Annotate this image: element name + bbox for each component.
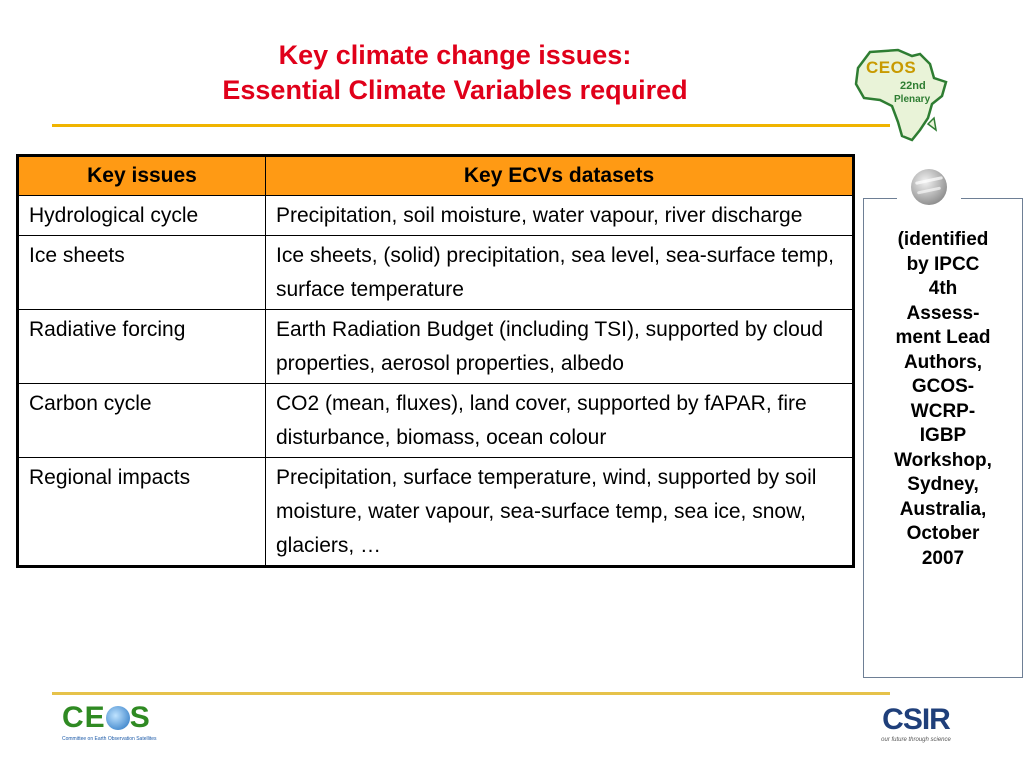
issue-cell: Regional impacts <box>17 457 266 567</box>
note-line: Sydney, <box>907 474 979 495</box>
ceos-logo: CE S Committee on Earth Observation Satel… <box>62 702 158 752</box>
note-line: WCRP- <box>910 400 976 422</box>
plenary-number: 22nd <box>900 80 926 92</box>
note-line: IGBP <box>919 425 967 446</box>
ceos-wordmark: CE S <box>62 702 158 734</box>
ecvs-cell: Precipitation, soil moisture, water vapo… <box>265 195 854 236</box>
slide-title: Key climate change issues: Essential Cli… <box>0 38 910 108</box>
table-row: Hydrological cycle Precipitation, soil m… <box>17 195 854 236</box>
title-line-2: Essential Climate Variables required <box>222 75 688 105</box>
ecvs-cell: Ice sheets, (solid) precipitation, sea l… <box>265 235 854 310</box>
note-line: 2007 <box>921 547 965 569</box>
note-line: 4th <box>928 278 958 299</box>
table-row: Regional impacts Precipitation, surface … <box>17 457 854 567</box>
issue-cell: Carbon cycle <box>17 383 266 458</box>
note-line: GCOS- <box>911 376 975 397</box>
note-line: (identified <box>897 229 989 250</box>
csir-tagline: our future through science <box>881 737 951 743</box>
ceos-22nd-plenary-logo: CEOS 22nd Plenary <box>850 44 950 144</box>
csir-logo: CSIR our future through science <box>880 703 952 753</box>
ecv-table: Key issues Key ECVs datasets Hydrologica… <box>16 154 855 568</box>
plenary-label: Plenary <box>894 94 931 105</box>
note-line: Authors, <box>903 351 983 373</box>
note-line: Workshop, <box>894 449 992 471</box>
table-header-row: Key issues Key ECVs datasets <box>17 155 854 196</box>
source-note-text: (identified by IPCC 4th Assess- ment Lea… <box>864 228 1022 571</box>
note-line: by IPCC <box>906 253 980 275</box>
table-row: Radiative forcing Earth Radiation Budget… <box>17 309 854 384</box>
csir-wordmark: CSIR <box>882 703 951 736</box>
ceos-subtitle: Committee on Earth Observation Satellite… <box>62 736 157 742</box>
note-line: October <box>906 523 980 544</box>
note-line: ment Lead <box>895 327 991 348</box>
africa-map-icon <box>854 48 948 142</box>
ecvs-cell: CO2 (mean, fluxes), land cover, supporte… <box>265 383 854 458</box>
globe-icon <box>911 169 947 205</box>
title-line-1: Key climate change issues: <box>278 40 632 70</box>
earth-globe-icon <box>105 706 130 730</box>
table-row: Ice sheets Ice sheets, (solid) precipita… <box>17 235 854 310</box>
issue-cell: Ice sheets <box>17 235 266 310</box>
issue-cell: Radiative forcing <box>17 309 266 384</box>
header-key-issues: Key issues <box>17 155 266 196</box>
plenary-ceos-text: CEOS <box>866 58 917 77</box>
issue-cell: Hydrological cycle <box>17 195 266 236</box>
table-row: Carbon cycle CO2 (mean, fluxes), land co… <box>17 383 854 458</box>
top-divider <box>52 124 890 127</box>
header-key-ecvs: Key ECVs datasets <box>265 155 854 196</box>
note-line: Australia, <box>899 498 987 520</box>
ecvs-cell: Earth Radiation Budget (including TSI), … <box>265 309 854 384</box>
ceos-wordmark-left: CE <box>62 701 106 734</box>
source-note-box: (identified by IPCC 4th Assess- ment Lea… <box>863 198 1023 678</box>
ecvs-cell: Precipitation, surface temperature, wind… <box>265 457 854 567</box>
ceos-wordmark-right: S <box>129 701 151 734</box>
bottom-divider <box>52 692 890 695</box>
note-line: Assess- <box>906 302 980 324</box>
